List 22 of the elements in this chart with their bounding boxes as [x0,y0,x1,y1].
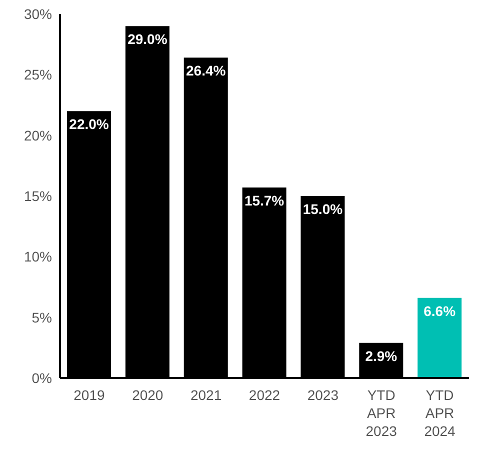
y-tick-label: 0% [32,370,52,386]
data-label: 22.0% [69,116,110,132]
x-tick-label: 2022 [248,387,280,403]
data-label: 6.6% [424,302,456,319]
data-label: 15.7% [244,192,285,209]
x-tick-label: YTD APR 2024 [424,387,456,439]
y-tick-label: 20% [24,127,52,144]
y-tick-label: 15% [24,188,52,204]
data-label: 15.0% [302,201,344,217]
x-tick-label: 2020 [132,387,164,403]
x-tick-label: 2019 [74,387,105,403]
y-tick-label: 5% [32,309,52,326]
data-label: 26.4% [186,62,226,79]
y-tick-label: 25% [24,66,52,83]
data-label: 2.9% [365,348,398,364]
y-tick-label: 30% [24,6,52,22]
y-tick-label: 10% [24,248,52,265]
data-label: 29.0% [128,31,168,48]
bar [418,298,462,378]
x-tick-label: 2023 [307,387,339,403]
x-tick-label: YTD APR 2023 [366,387,398,439]
x-tick-label: 2021 [190,387,222,403]
